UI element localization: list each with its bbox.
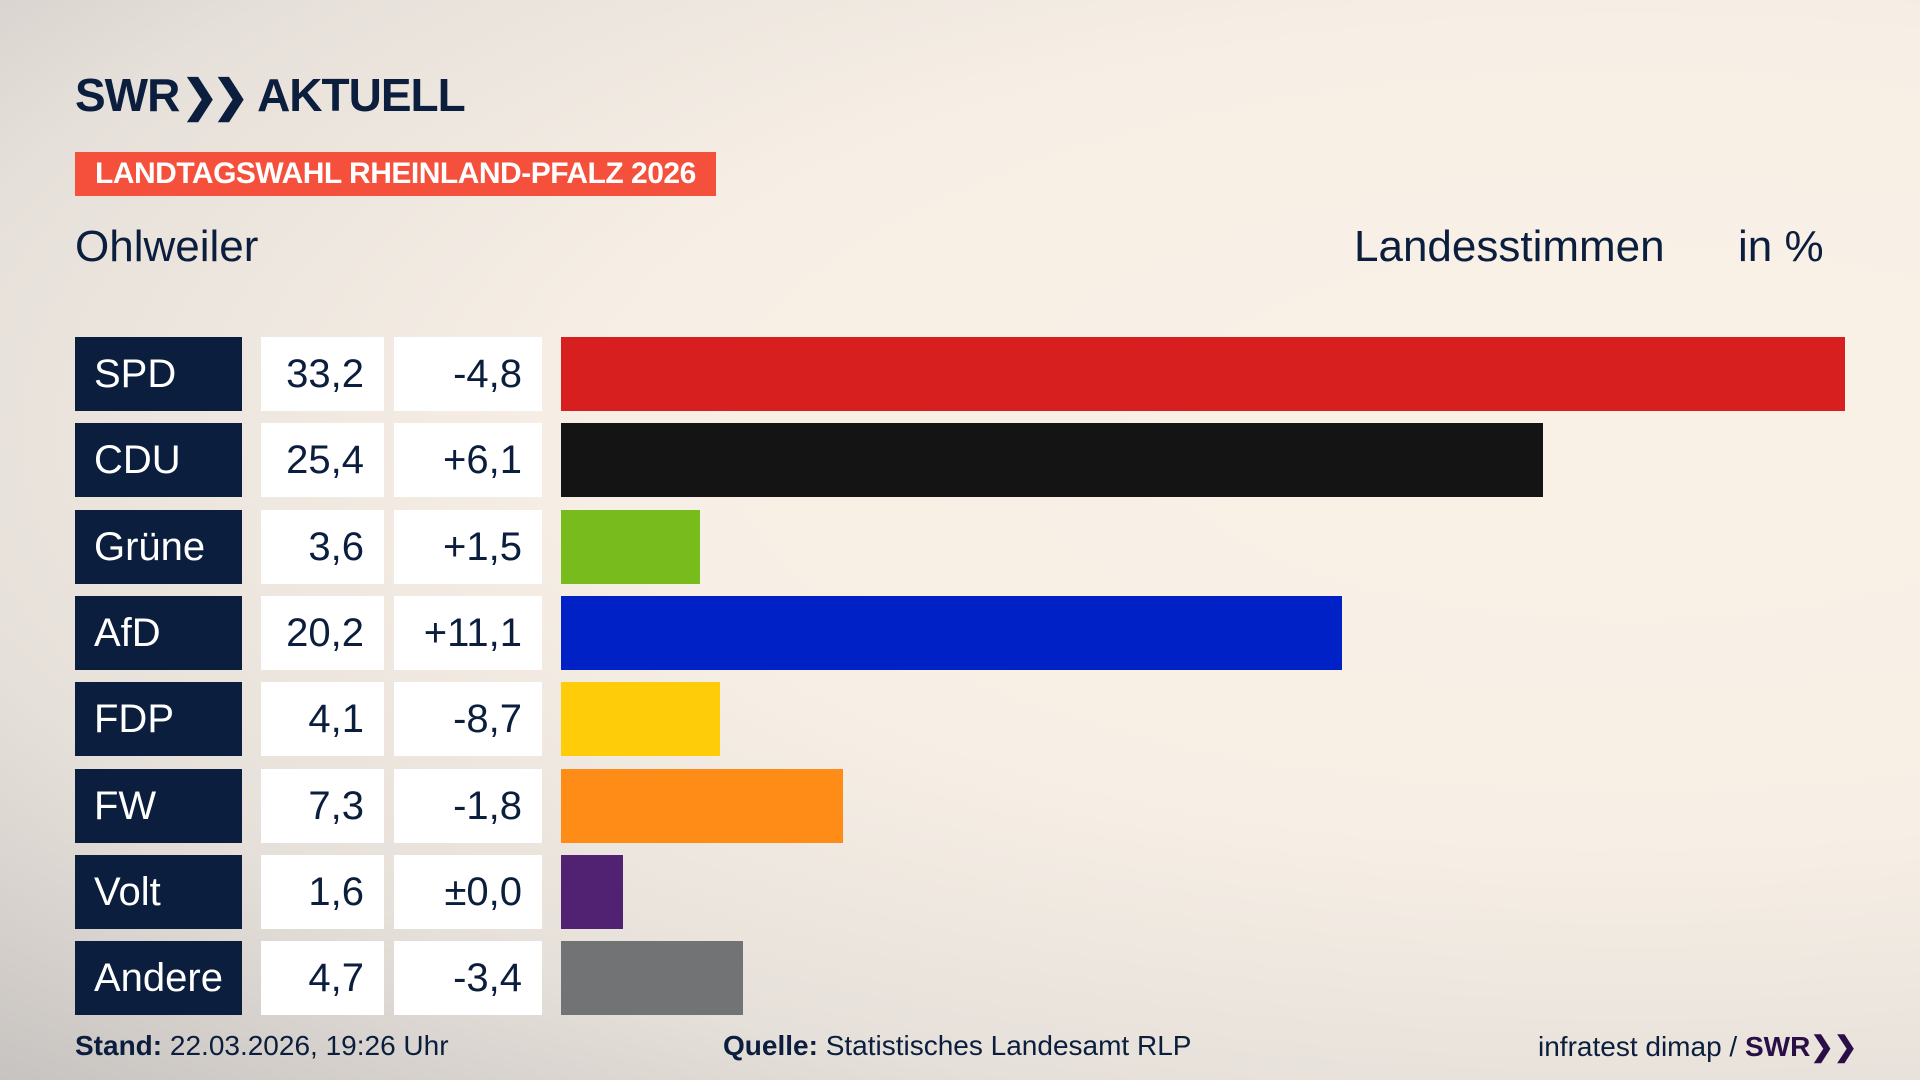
result-row: CDU 25,4 +6,1 [75, 423, 1855, 498]
source: Quelle: Statistisches Landesamt RLP [723, 1030, 1192, 1061]
value-label: 4,7 [261, 941, 384, 1016]
diff-label: ±0,0 [394, 854, 542, 929]
party-label: Volt [75, 854, 242, 929]
double-chevron-icon: ❯❯ [181, 72, 249, 121]
bar-andere [561, 941, 743, 1016]
diff-label: -4,8 [394, 337, 542, 411]
result-row: Grüne 3,6 +1,5 [75, 509, 1855, 584]
diff-label: +6,1 [394, 423, 542, 498]
result-row: AfD 20,2 +11,1 [75, 595, 1855, 670]
diff-label: -3,4 [394, 941, 542, 1016]
vote-type-label: Landesstimmen [1354, 222, 1665, 271]
value-label: 25,4 [261, 423, 384, 498]
bar-cdu [561, 423, 1544, 498]
bar-fw [561, 768, 844, 843]
diff-label: +11,1 [394, 595, 542, 670]
election-banner: LANDTAGSWAHL RHEINLAND-PFALZ 2026 [75, 152, 716, 196]
party-label: Grüne [75, 509, 242, 584]
place-name: Ohlweiler [75, 222, 259, 271]
value-label: 7,3 [261, 768, 384, 843]
result-row: Volt 1,6 ±0,0 [75, 854, 1855, 929]
result-row: FW 7,3 -1,8 [75, 768, 1855, 843]
party-label: FW [75, 768, 242, 843]
bar-fdp [561, 682, 720, 757]
unit-label: in % [1738, 222, 1824, 271]
value-label: 20,2 [261, 595, 384, 670]
bar-grüne [561, 509, 701, 584]
value-label: 1,6 [261, 854, 384, 929]
party-label: SPD [75, 337, 242, 411]
bar-spd [561, 337, 1845, 411]
diff-label: +1,5 [394, 509, 542, 584]
party-label: Andere [75, 941, 242, 1016]
double-chevron-icon: ❯❯ [1810, 1031, 1858, 1062]
value-label: 4,1 [261, 682, 384, 757]
bar-afd [561, 595, 1343, 670]
party-label: AfD [75, 595, 242, 670]
result-row: FDP 4,1 -8,7 [75, 682, 1855, 757]
diff-label: -1,8 [394, 768, 542, 843]
swr-aktuell-logo: SWR❯❯ AKTUELL [75, 69, 466, 121]
result-row: Andere 4,7 -3,4 [75, 941, 1855, 1016]
diff-label: -8,7 [394, 682, 542, 757]
party-label: FDP [75, 682, 242, 757]
bar-volt [561, 854, 623, 929]
credit: infratest dimap / SWR❯❯ [1538, 1031, 1858, 1062]
stand: Stand: 22.03.2026, 19:26 Uhr [75, 1030, 449, 1061]
party-label: CDU [75, 423, 242, 498]
result-row: SPD 33,2 -4,8 [75, 337, 1855, 411]
value-label: 33,2 [261, 337, 384, 411]
value-label: 3,6 [261, 509, 384, 584]
